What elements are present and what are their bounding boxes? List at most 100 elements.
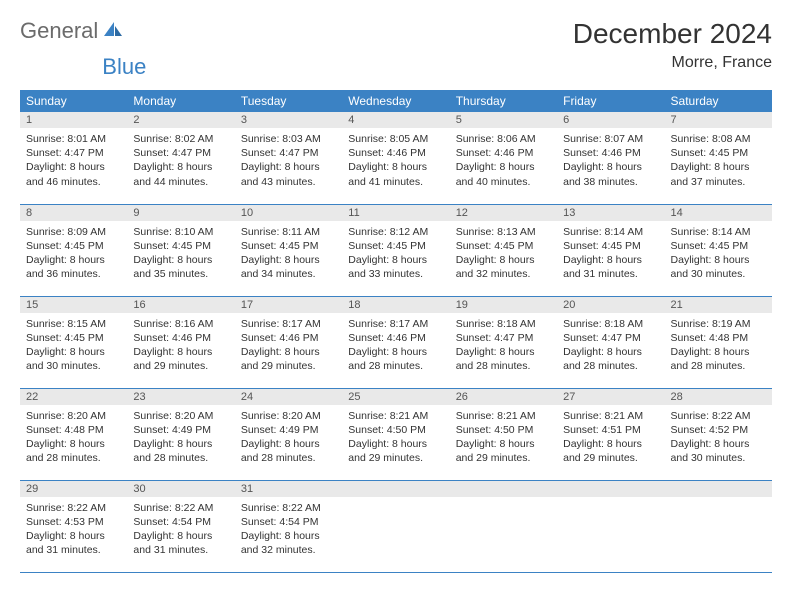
- sunrise-text: Sunrise: 8:12 AM: [348, 225, 443, 239]
- sunrise-text: Sunrise: 8:10 AM: [133, 225, 228, 239]
- sunset-text: Sunset: 4:46 PM: [241, 331, 336, 345]
- weekday-header: Saturday: [665, 90, 772, 112]
- calendar-cell: 26Sunrise: 8:21 AMSunset: 4:50 PMDayligh…: [450, 388, 557, 480]
- daylight-text-1: Daylight: 8 hours: [133, 160, 228, 174]
- calendar-cell: 21Sunrise: 8:19 AMSunset: 4:48 PMDayligh…: [665, 296, 772, 388]
- day-number: 8: [20, 205, 127, 221]
- calendar-cell: [450, 480, 557, 572]
- day-body: Sunrise: 8:22 AMSunset: 4:54 PMDaylight:…: [235, 497, 342, 562]
- day-number: 24: [235, 389, 342, 405]
- sunrise-text: Sunrise: 8:08 AM: [671, 132, 766, 146]
- day-body: Sunrise: 8:20 AMSunset: 4:49 PMDaylight:…: [235, 405, 342, 470]
- daylight-text-1: Daylight: 8 hours: [26, 437, 121, 451]
- day-body: Sunrise: 8:22 AMSunset: 4:52 PMDaylight:…: [665, 405, 772, 470]
- sunrise-text: Sunrise: 8:20 AM: [133, 409, 228, 423]
- sunset-text: Sunset: 4:47 PM: [241, 146, 336, 160]
- day-body: Sunrise: 8:14 AMSunset: 4:45 PMDaylight:…: [665, 221, 772, 286]
- daylight-text-1: Daylight: 8 hours: [456, 345, 551, 359]
- daylight-text-1: Daylight: 8 hours: [133, 437, 228, 451]
- sunrise-text: Sunrise: 8:13 AM: [456, 225, 551, 239]
- daylight-text-1: Daylight: 8 hours: [671, 160, 766, 174]
- day-number: 31: [235, 481, 342, 497]
- day-number: 6: [557, 112, 664, 128]
- day-number: 12: [450, 205, 557, 221]
- sunrise-text: Sunrise: 8:01 AM: [26, 132, 121, 146]
- daylight-text-2: and 46 minutes.: [26, 175, 121, 189]
- sunrise-text: Sunrise: 8:22 AM: [133, 501, 228, 515]
- day-body: Sunrise: 8:07 AMSunset: 4:46 PMDaylight:…: [557, 128, 664, 193]
- daylight-text-1: Daylight: 8 hours: [241, 160, 336, 174]
- sunset-text: Sunset: 4:47 PM: [456, 331, 551, 345]
- day-number: 7: [665, 112, 772, 128]
- daylight-text-2: and 36 minutes.: [26, 267, 121, 281]
- calendar-cell: 30Sunrise: 8:22 AMSunset: 4:54 PMDayligh…: [127, 480, 234, 572]
- sunrise-text: Sunrise: 8:15 AM: [26, 317, 121, 331]
- day-body: Sunrise: 8:03 AMSunset: 4:47 PMDaylight:…: [235, 128, 342, 193]
- day-number: 13: [557, 205, 664, 221]
- calendar-cell: 6Sunrise: 8:07 AMSunset: 4:46 PMDaylight…: [557, 112, 664, 204]
- sunrise-text: Sunrise: 8:16 AM: [133, 317, 228, 331]
- sunrise-text: Sunrise: 8:14 AM: [671, 225, 766, 239]
- daylight-text-2: and 43 minutes.: [241, 175, 336, 189]
- daylight-text-2: and 29 minutes.: [456, 451, 551, 465]
- calendar-cell: 20Sunrise: 8:18 AMSunset: 4:47 PMDayligh…: [557, 296, 664, 388]
- day-number: 23: [127, 389, 234, 405]
- day-number: 5: [450, 112, 557, 128]
- daylight-text-2: and 32 minutes.: [241, 543, 336, 557]
- day-number: 16: [127, 297, 234, 313]
- sunset-text: Sunset: 4:46 PM: [563, 146, 658, 160]
- calendar-cell: 7 Sunrise: 8:08 AMSunset: 4:45 PMDaylight…: [665, 112, 772, 204]
- day-number: 28: [665, 389, 772, 405]
- sunset-text: Sunset: 4:45 PM: [26, 239, 121, 253]
- sunrise-text: Sunrise: 8:20 AM: [26, 409, 121, 423]
- sunset-text: Sunset: 4:46 PM: [456, 146, 551, 160]
- sunset-text: Sunset: 4:48 PM: [671, 331, 766, 345]
- daylight-text-2: and 28 minutes.: [456, 359, 551, 373]
- daylight-text-2: and 33 minutes.: [348, 267, 443, 281]
- sunset-text: Sunset: 4:45 PM: [348, 239, 443, 253]
- sunrise-text: Sunrise: 8:21 AM: [563, 409, 658, 423]
- day-number: 19: [450, 297, 557, 313]
- calendar-cell: [665, 480, 772, 572]
- daylight-text-1: Daylight: 8 hours: [241, 253, 336, 267]
- daylight-text-2: and 37 minutes.: [671, 175, 766, 189]
- daylight-text-2: and 31 minutes.: [563, 267, 658, 281]
- sunset-text: Sunset: 4:54 PM: [241, 515, 336, 529]
- daylight-text-1: Daylight: 8 hours: [671, 253, 766, 267]
- daylight-text-2: and 28 minutes.: [563, 359, 658, 373]
- calendar-cell: 24Sunrise: 8:20 AMSunset: 4:49 PMDayligh…: [235, 388, 342, 480]
- sunrise-text: Sunrise: 8:21 AM: [348, 409, 443, 423]
- day-body: Sunrise: 8:22 AMSunset: 4:53 PMDaylight:…: [20, 497, 127, 562]
- day-number: 1: [20, 112, 127, 128]
- daylight-text-1: Daylight: 8 hours: [26, 345, 121, 359]
- sunset-text: Sunset: 4:53 PM: [26, 515, 121, 529]
- title-block: December 2024 Morre, France: [573, 18, 772, 72]
- day-body: Sunrise: 8:14 AMSunset: 4:45 PMDaylight:…: [557, 221, 664, 286]
- daylight-text-2: and 30 minutes.: [671, 451, 766, 465]
- day-number: 14: [665, 205, 772, 221]
- calendar-cell: 29Sunrise: 8:22 AMSunset: 4:53 PMDayligh…: [20, 480, 127, 572]
- sunset-text: Sunset: 4:45 PM: [671, 146, 766, 160]
- daylight-text-2: and 34 minutes.: [241, 267, 336, 281]
- daylight-text-1: Daylight: 8 hours: [348, 437, 443, 451]
- daylight-text-2: and 38 minutes.: [563, 175, 658, 189]
- calendar-cell: 25Sunrise: 8:21 AMSunset: 4:50 PMDayligh…: [342, 388, 449, 480]
- calendar-row: 22Sunrise: 8:20 AMSunset: 4:48 PMDayligh…: [20, 388, 772, 480]
- day-number: 11: [342, 205, 449, 221]
- daylight-text-1: Daylight: 8 hours: [671, 345, 766, 359]
- day-number: 9: [127, 205, 234, 221]
- calendar-cell: 4Sunrise: 8:05 AMSunset: 4:46 PMDaylight…: [342, 112, 449, 204]
- day-number: 22: [20, 389, 127, 405]
- calendar-cell: 27Sunrise: 8:21 AMSunset: 4:51 PMDayligh…: [557, 388, 664, 480]
- day-body: Sunrise: 8:21 AMSunset: 4:50 PMDaylight:…: [450, 405, 557, 470]
- day-number: 2: [127, 112, 234, 128]
- daylight-text-1: Daylight: 8 hours: [563, 160, 658, 174]
- calendar-cell: 19Sunrise: 8:18 AMSunset: 4:47 PMDayligh…: [450, 296, 557, 388]
- calendar-cell: 18Sunrise: 8:17 AMSunset: 4:46 PMDayligh…: [342, 296, 449, 388]
- sunset-text: Sunset: 4:50 PM: [348, 423, 443, 437]
- calendar-row: 8Sunrise: 8:09 AMSunset: 4:45 PMDaylight…: [20, 204, 772, 296]
- calendar-cell: 14Sunrise: 8:14 AMSunset: 4:45 PMDayligh…: [665, 204, 772, 296]
- daylight-text-1: Daylight: 8 hours: [456, 437, 551, 451]
- calendar-cell: 11Sunrise: 8:12 AMSunset: 4:45 PMDayligh…: [342, 204, 449, 296]
- sunrise-text: Sunrise: 8:14 AM: [563, 225, 658, 239]
